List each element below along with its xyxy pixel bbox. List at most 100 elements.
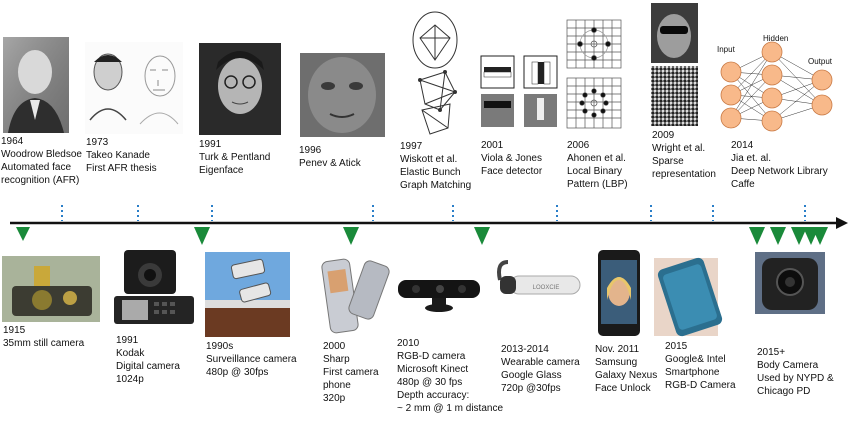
event-line: Pattern (LBP) — [567, 179, 628, 190]
microsoft-kinect — [398, 280, 480, 312]
device-line: Wearable camera — [501, 357, 580, 368]
surveillance-cameras — [205, 252, 290, 337]
device-year: 1991 — [116, 335, 139, 346]
device-line: Chicago PD — [757, 386, 811, 397]
event-line: Deep Network Library — [731, 166, 828, 177]
device-year: 1915 — [3, 325, 26, 336]
wearable-camera: LOOXCIE — [497, 260, 581, 295]
device-line: First camera — [323, 367, 379, 378]
device-line: 320p — [323, 393, 346, 404]
event-label-2001: 2001 Viola & Jones Face detector — [481, 139, 542, 178]
device-line: Surveillance camera — [206, 354, 297, 365]
device-label-2011: Nov. 2011 Samsung Galaxy Nexus Face Unlo… — [595, 343, 657, 395]
device-line: Galaxy Nexus — [595, 370, 658, 381]
device-label-2010: 2010 RGB-D camera Microsoft Kinect 480p … — [397, 337, 503, 415]
lfa-face — [300, 53, 385, 137]
event-year: 1997 — [400, 141, 423, 152]
event-label-2009: 2009 Wright et al. Sparse representation — [652, 129, 716, 181]
event-line: First AFR thesis — [86, 163, 157, 174]
event-line: Graph Matching — [400, 180, 472, 191]
device-line: Sharp — [323, 354, 350, 365]
marker-2011 — [770, 227, 786, 245]
device-line: 1024p — [116, 374, 144, 385]
event-line: representation — [652, 169, 716, 180]
event-line: Sparse — [652, 156, 684, 167]
body-camera — [755, 252, 825, 314]
device-line: ~ 2 mm @ 1 m distance — [397, 403, 504, 414]
kanade-sketch — [85, 42, 183, 134]
event-year: 2009 — [652, 130, 675, 141]
device-line: Body Camera — [757, 360, 819, 371]
device-line: RGB-D camera — [397, 351, 466, 362]
device-label-1915: 1915 35mm still camera — [3, 324, 84, 350]
event-line: Turk & Pentland — [199, 152, 271, 163]
event-line: Jia et. al. — [731, 153, 772, 164]
event-line: Eigenface — [199, 165, 244, 176]
device-line: Microsoft Kinect — [397, 364, 469, 375]
device-label-2015: 2015 Google& Intel Smartphone RGB-D Came… — [665, 340, 736, 392]
glass-brand-text: LOOXCIE — [533, 285, 560, 291]
device-label-2013: 2013-2014 Wearable camera Google Glass 7… — [501, 343, 580, 395]
event-label-1964: 1964 Woodrow Bledsoe Automated face reco… — [1, 135, 82, 187]
event-label-2006: 2006 Ahonen et al. Local Binary Pattern … — [567, 139, 628, 191]
event-line: Woodrow Bledsoe — [1, 149, 82, 160]
sparse-faces — [651, 3, 698, 126]
device-year: 2015 — [665, 341, 688, 352]
event-line: Wiskott et al. — [400, 154, 458, 165]
device-label-1991b: 1991 Kodak Digital camera 1024p — [116, 334, 180, 386]
marker-2000 — [343, 227, 359, 245]
marker-1991 — [194, 227, 210, 245]
event-line: Elastic Bunch — [400, 167, 461, 178]
marker-2013 — [749, 227, 765, 245]
event-label-1996: 1996 Penev & Atick — [299, 144, 361, 170]
event-line: Wright et al. — [652, 143, 706, 154]
event-year: 1964 — [1, 136, 24, 147]
device-line: Depth accuracy: — [397, 390, 470, 401]
event-year: 2006 — [567, 140, 590, 151]
event-label-1997: 1997 Wiskott et al. Elastic Bunch Graph … — [400, 140, 471, 192]
device-label-1990s: 1990s Surveillance camera 480p @ 30fps — [206, 340, 297, 379]
device-line: phone — [323, 380, 351, 391]
device-line: Smartphone — [665, 367, 720, 378]
device-year: 2013-2014 — [501, 344, 549, 355]
event-line: Local Binary — [567, 166, 623, 177]
device-year: Nov. 2011 — [595, 344, 640, 355]
event-line: Caffe — [731, 179, 755, 190]
device-line: RGB-D Camera — [665, 380, 736, 391]
still-camera-1915 — [2, 256, 100, 322]
marker-2010 — [474, 227, 490, 245]
event-year: 2001 — [481, 140, 504, 151]
event-line: Ahonen et al. — [567, 153, 626, 164]
galaxy-nexus-phone — [598, 250, 640, 336]
eigenface-photo — [199, 43, 281, 135]
device-year: 1990s — [206, 341, 234, 352]
event-line: Face detector — [481, 166, 543, 177]
bledsoe-portrait — [3, 37, 69, 133]
device-line: Google& Intel — [665, 354, 726, 365]
event-year: 1991 — [199, 139, 222, 150]
event-label-2014: 2014 Jia et. al. Deep Network Library Ca… — [731, 139, 828, 191]
nn-hidden-label: Hidden — [763, 34, 788, 43]
research-ticks — [61, 205, 806, 221]
lbp-grids — [566, 19, 622, 129]
marker-1915 — [16, 227, 30, 241]
event-line: Automated face — [1, 162, 72, 173]
event-year: 1996 — [299, 145, 322, 156]
timeline-arrowhead — [836, 217, 848, 229]
haar-features — [480, 55, 558, 127]
device-line: Digital camera — [116, 361, 180, 372]
marker-2015c — [812, 227, 828, 245]
device-line: 480p @ 30 fps — [397, 377, 463, 388]
event-line: Penev & Atick — [299, 158, 361, 169]
ebgm-wireframe — [412, 11, 458, 135]
device-year: 2010 — [397, 338, 420, 349]
device-line: Google Glass — [501, 370, 562, 381]
event-line: Viola & Jones — [481, 153, 542, 164]
event-year: 1973 — [86, 137, 109, 148]
event-label-1991a: 1991 Turk & Pentland Eigenface — [199, 138, 270, 177]
event-line: Takeo Kanade — [86, 150, 150, 161]
device-year: 2015+ — [757, 347, 786, 358]
